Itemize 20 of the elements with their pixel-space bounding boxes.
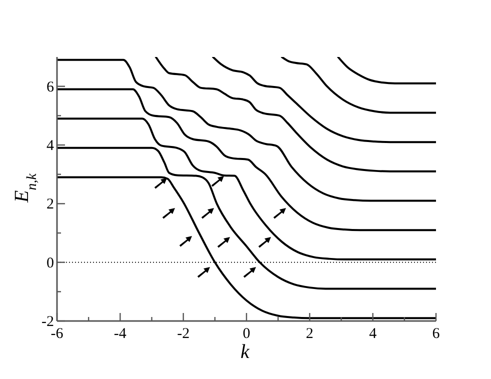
line-series — [154, 57, 436, 172]
x-tick-label: 0 — [242, 326, 250, 342]
x-tick-label: 2 — [306, 326, 314, 342]
line-series — [57, 118, 436, 260]
y-tick-label: 0 — [46, 255, 54, 272]
line-series — [57, 88, 436, 232]
line-series — [57, 58, 436, 202]
x-tick-label: 4 — [369, 326, 378, 342]
line-series — [280, 57, 436, 114]
line-series — [57, 176, 436, 320]
x-tick-label: -2 — [177, 326, 190, 342]
x-axis-title: k — [240, 341, 251, 363]
line-series — [212, 57, 436, 144]
x-tick-label: 6 — [432, 326, 440, 342]
line-series — [337, 57, 436, 84]
x-tick-label: -4 — [114, 326, 127, 342]
y-tick-label: 2 — [46, 196, 54, 213]
line-series — [57, 146, 436, 290]
y-tick-label: 6 — [46, 79, 54, 96]
y-tick-label: 4 — [46, 138, 54, 154]
